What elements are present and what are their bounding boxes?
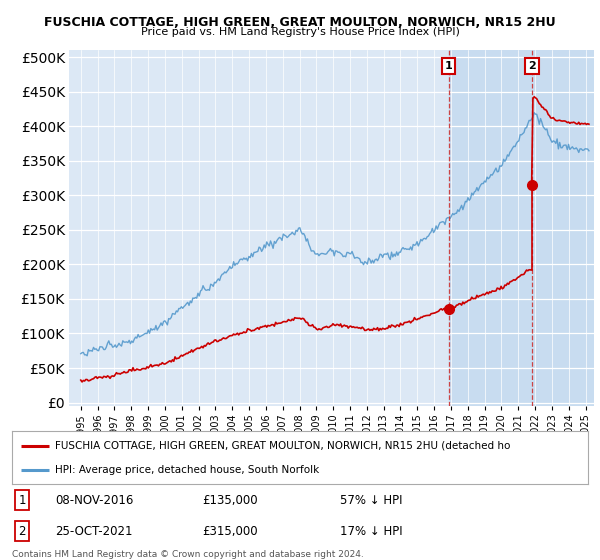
Bar [449, 50, 594, 406]
Text: Contains HM Land Registry data © Crown copyright and database right 2024.
This d: Contains HM Land Registry data © Crown c… [12, 550, 364, 560]
Text: 08-NOV-2016: 08-NOV-2016 [55, 493, 134, 507]
Text: HPI: Average price, detached house, South Norfolk: HPI: Average price, detached house, Sout… [55, 465, 319, 475]
Text: 1: 1 [19, 493, 26, 507]
Text: FUSCHIA COTTAGE, HIGH GREEN, GREAT MOULTON, NORWICH, NR15 2HU: FUSCHIA COTTAGE, HIGH GREEN, GREAT MOULT… [44, 16, 556, 29]
Text: £135,000: £135,000 [202, 493, 258, 507]
Text: Price paid vs. HM Land Registry's House Price Index (HPI): Price paid vs. HM Land Registry's House … [140, 27, 460, 37]
Text: £315,000: £315,000 [202, 525, 258, 538]
Text: 25-OCT-2021: 25-OCT-2021 [55, 525, 133, 538]
Text: FUSCHIA COTTAGE, HIGH GREEN, GREAT MOULTON, NORWICH, NR15 2HU (detached ho: FUSCHIA COTTAGE, HIGH GREEN, GREAT MOULT… [55, 441, 511, 451]
Text: 1: 1 [445, 60, 452, 71]
Text: 2: 2 [19, 525, 26, 538]
Text: 57% ↓ HPI: 57% ↓ HPI [340, 493, 403, 507]
Text: 2: 2 [528, 60, 536, 71]
Text: 17% ↓ HPI: 17% ↓ HPI [340, 525, 403, 538]
